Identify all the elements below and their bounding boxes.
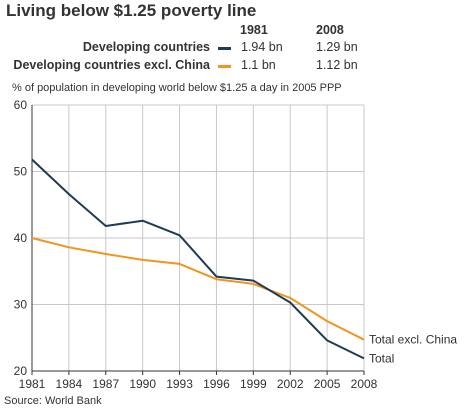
legend-value-developing-2008: 1.29 bn: [316, 40, 358, 54]
series-end-label-total-excl-china: Total excl. China: [369, 333, 457, 347]
legend: 1981 2008 Developing countries 1.94 bn 1…: [0, 23, 464, 75]
axes: [31, 105, 365, 375]
legend-value-excl-china-2008: 1.12 bn: [316, 58, 358, 72]
y-tick-label-60: 60: [14, 98, 28, 112]
y-tick-label-40: 40: [14, 231, 28, 245]
y-tick-label-30: 30: [14, 298, 28, 312]
legend-value-excl-china-1981: 1.1 bn: [241, 58, 276, 72]
x-tick-label-1981: 1981: [19, 377, 46, 391]
series-line-total-excl-china: [31, 237, 365, 341]
x-tick-label-2002: 2002: [277, 377, 304, 391]
legend-header-2008: 2008: [316, 23, 344, 37]
x-tick-label-2008: 2008: [351, 377, 378, 391]
y-tick-label-50: 50: [14, 165, 28, 179]
tick-labels: 20 30 40 50 60 1981 1984 1987 1990 1993 1996 1999 20…: [14, 98, 458, 391]
legend-swatch-excl-china: [218, 65, 231, 68]
y-tick-label-20: 20: [14, 364, 28, 378]
legend-label-excl-china: Developing countries excl. China: [13, 58, 210, 72]
x-tick-label-1999: 1999: [240, 377, 267, 391]
series-lines: [31, 158, 365, 360]
x-tick-label-1984: 1984: [56, 377, 83, 391]
chart-title: Living below $1.25 poverty line: [6, 1, 257, 20]
legend-header-1981: 1981: [240, 23, 268, 37]
chart-subtitle: % of population in developing world belo…: [12, 82, 342, 94]
legend-swatch-developing: [218, 47, 231, 50]
legend-label-developing: Developing countries: [82, 40, 210, 54]
x-tick-label-1990: 1990: [129, 377, 156, 391]
x-tick-label-1987: 1987: [92, 377, 119, 391]
grid: [32, 104, 365, 371]
series-line-total: [31, 158, 365, 360]
x-tick-label-2005: 2005: [314, 377, 341, 391]
legend-value-developing-1981: 1.94 bn: [241, 40, 283, 54]
x-tick-label-1993: 1993: [166, 377, 193, 391]
series-end-label-total: Total: [369, 351, 394, 365]
x-tick-label-1996: 1996: [203, 377, 230, 391]
source-note: Source: World Bank: [4, 395, 102, 407]
